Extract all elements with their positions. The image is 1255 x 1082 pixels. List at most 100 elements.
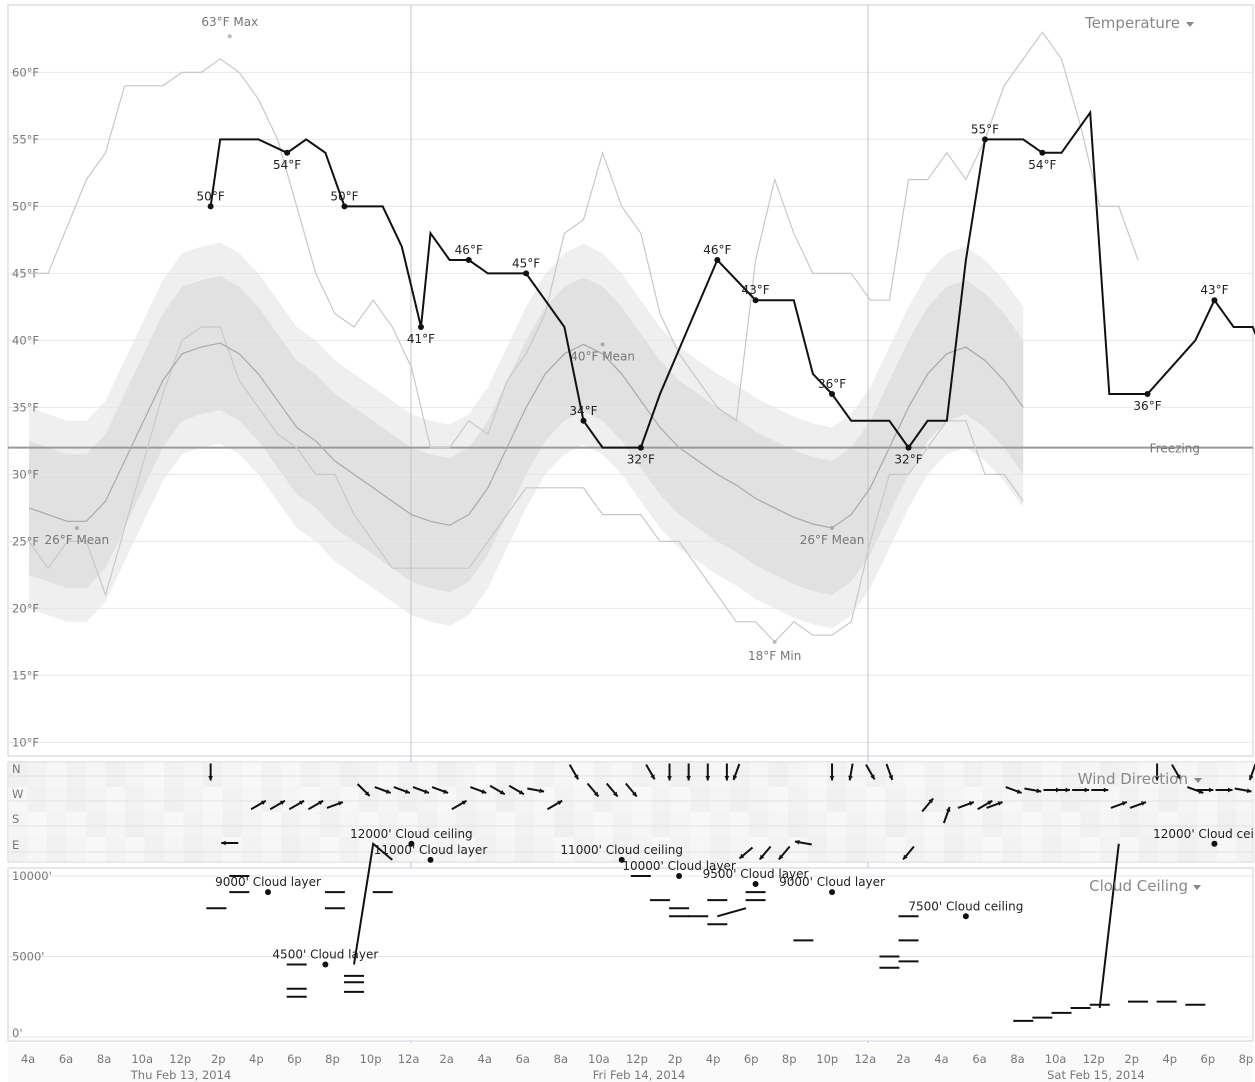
wind-heat-cell (125, 787, 145, 812)
wind-arrow (1196, 787, 1214, 793)
wind-heat-cell (807, 787, 827, 812)
wind-arrow (732, 763, 741, 781)
wind-arrow-head (1154, 776, 1160, 781)
hour-tick-label: 6a (972, 1052, 986, 1066)
observed-temp-point (637, 444, 644, 451)
wind-heat-cell (1061, 837, 1081, 862)
observed-temp-point (523, 270, 530, 277)
wind-heat-cell (105, 762, 125, 787)
wind-heat-cell (1197, 762, 1217, 787)
wind-heat-cell (1217, 762, 1237, 787)
temp-y-tick-label: 45°F (12, 266, 39, 280)
inner-range-band (29, 276, 1024, 595)
wind-arrow (1052, 787, 1070, 793)
wind-heat-cell (183, 787, 203, 812)
wind-heat-cell (8, 812, 28, 837)
hour-tick-label: 6p (1201, 1052, 1216, 1066)
wind-heat-cell (690, 762, 710, 787)
wind-arrow-head (443, 789, 449, 794)
wind-arrow-head (1246, 788, 1252, 794)
hour-tick-label: 12p (626, 1052, 648, 1066)
ceiling-line (353, 841, 393, 965)
wind-arrow-head (499, 790, 505, 795)
hour-tick-label: 4a (478, 1052, 492, 1066)
hour-tick-label: 12a (398, 1052, 420, 1066)
wind-heat-cell (768, 812, 788, 837)
wind-arrow-head (404, 789, 410, 794)
cloud-point (676, 873, 683, 879)
wind-heat-cell (885, 787, 905, 812)
wind-heat-cell (27, 837, 47, 862)
wind-heat-cell (554, 762, 574, 787)
cloud-label: 11000' Cloud ceiling (560, 843, 683, 857)
wind-heat-cell (963, 837, 983, 862)
wind-heat-cell (573, 762, 593, 787)
wind-heat-cell (807, 837, 827, 862)
wind-arrow-head (1141, 801, 1146, 806)
wind-heat-cell (8, 787, 28, 812)
wind-arrow (269, 799, 286, 811)
wind-heat-cell (1061, 762, 1081, 787)
wind-arrow (307, 799, 324, 811)
wind-heat-cell (573, 787, 593, 812)
observed-temp-line (209, 109, 1255, 450)
wind-arrow-head (279, 800, 285, 805)
wind-arrow (829, 763, 835, 781)
wind-heat-cell (612, 762, 632, 787)
wind-heat-cell (437, 837, 457, 862)
temperature-title[interactable]: Temperature (1084, 14, 1180, 32)
wind-heat-cell (378, 837, 398, 862)
wind-heat-cell (1139, 762, 1159, 787)
wind-heat-cell (534, 837, 554, 862)
wind-heat-cell (495, 837, 515, 862)
wind-arrow (758, 845, 772, 861)
wind-heat-cell (1236, 837, 1255, 862)
wind-arrow (902, 845, 915, 861)
wind-arrow (1234, 787, 1252, 794)
wind-heat-cell (944, 762, 964, 787)
wind-heat-cell (456, 837, 476, 862)
wind-arrow-head (461, 800, 467, 805)
wind-heat-cell (827, 837, 847, 862)
wind-arrow-head (1228, 787, 1233, 793)
wind-arrow (942, 806, 951, 824)
wind-heat-cell (300, 762, 320, 787)
wind-arrow (288, 799, 305, 811)
wind-arrow (451, 799, 468, 811)
wind-heat-cell (1119, 837, 1139, 862)
wind-arrow (568, 764, 580, 780)
wind-heat-cell (1178, 837, 1198, 862)
wind-heat-cell (47, 812, 67, 837)
triangle-down-icon[interactable] (1186, 22, 1194, 27)
hour-tick-label: 4a (934, 1052, 948, 1066)
wind-arrow-head (705, 776, 711, 781)
wind-arrow-head (1036, 788, 1042, 794)
wind-direction-title[interactable]: Wind Direction (1078, 770, 1188, 788)
wind-heat-cell (1002, 812, 1022, 837)
wind-heat-cell (476, 812, 496, 837)
wind-heat-cell (671, 837, 691, 862)
temp-y-tick-label: 10°F (12, 735, 39, 749)
wind-heat-cell (1080, 787, 1100, 812)
wind-heat-cell (788, 787, 808, 812)
hour-tick-label: 10p (360, 1052, 382, 1066)
wind-arrow (356, 783, 371, 797)
wind-y-tick-label: W (12, 787, 23, 801)
temp-y-tick-label: 35°F (12, 400, 39, 414)
wind-arrow-head (667, 776, 672, 781)
triangle-down-icon[interactable] (1194, 778, 1202, 783)
mean-point (600, 342, 605, 347)
mean-label: 40°F Mean (570, 349, 635, 363)
triangle-down-icon[interactable] (1193, 885, 1201, 890)
wind-heat-cell (1100, 837, 1120, 862)
hour-tick-label: 10a (588, 1052, 610, 1066)
hour-tick-label: 4a (21, 1052, 35, 1066)
cloud-ceiling-title[interactable]: Cloud Ceiling (1089, 877, 1188, 895)
wind-heat-cell (476, 762, 496, 787)
wind-heat-cell (1041, 812, 1061, 837)
wind-arrow (546, 799, 563, 811)
cloud-label: 12000' Cloud ceiling (350, 827, 473, 841)
observed-temp-label: 54°F (273, 158, 301, 172)
wind-heat-cell (203, 787, 223, 812)
